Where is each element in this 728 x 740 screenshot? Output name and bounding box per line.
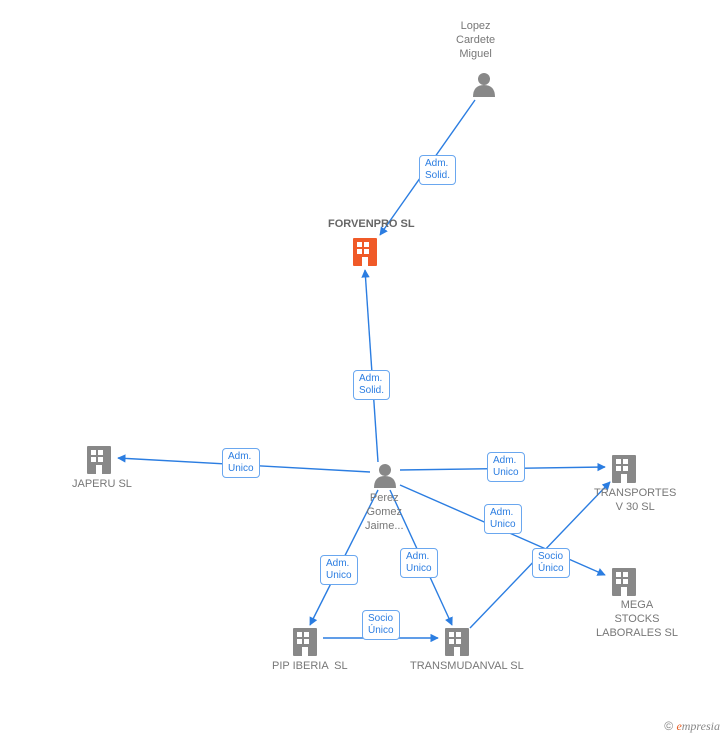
node-label: JAPERU SL — [72, 478, 132, 492]
edge-label: Adm. Solid. — [353, 370, 390, 400]
edge-label: Adm. Unico — [487, 452, 525, 482]
node-label: Lopez Cardete Miguel — [456, 20, 495, 61]
edge-label: Adm. Unico — [222, 448, 260, 478]
footer-copyright: © — [664, 719, 673, 733]
node-label: TRANSMUDANVAL SL — [410, 660, 524, 674]
building-icon[interactable] — [87, 446, 111, 474]
edge-line — [365, 270, 378, 462]
node-label: FORVENPRO SL — [328, 218, 415, 232]
node-label: TRANSPORTES V 30 SL — [594, 487, 676, 515]
edge-label: Adm. Unico — [320, 555, 358, 585]
building-icon[interactable] — [445, 628, 469, 656]
building-icon[interactable] — [353, 238, 377, 266]
edge-label: Adm. Solid. — [419, 155, 456, 185]
building-icon[interactable] — [612, 568, 636, 596]
edge-label: Adm. Unico — [484, 504, 522, 534]
building-icon[interactable] — [293, 628, 317, 656]
node-label: PIP IBERIA SL — [272, 660, 348, 674]
footer-brand-rest: mpresia — [682, 719, 720, 733]
edge-label: Socio Único — [362, 610, 400, 640]
edge-label: Adm. Unico — [400, 548, 438, 578]
edge-label: Socio Único — [532, 548, 570, 578]
building-icon[interactable] — [612, 455, 636, 483]
footer-credit: © empresia — [664, 719, 720, 734]
person-icon[interactable] — [473, 73, 495, 97]
node-label: Perez Gomez Jaime... — [365, 492, 404, 533]
person-icon[interactable] — [374, 464, 396, 488]
node-label: MEGA STOCKS LABORALES SL — [596, 599, 678, 640]
